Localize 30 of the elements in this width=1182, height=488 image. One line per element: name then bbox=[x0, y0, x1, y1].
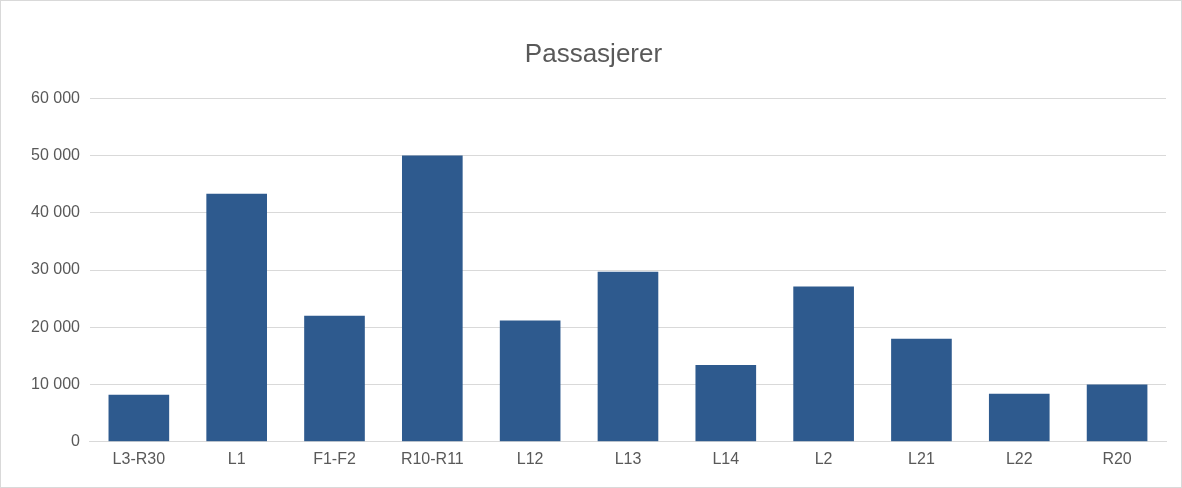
x-tick-label: L13 bbox=[614, 449, 642, 467]
bar bbox=[108, 394, 170, 442]
x-tick-label: L22 bbox=[1005, 449, 1033, 467]
x-tick-label: L3-R30 bbox=[112, 449, 166, 467]
y-tick-label: 20 000 bbox=[31, 317, 81, 335]
y-tick-label: 60 000 bbox=[31, 88, 81, 106]
bar bbox=[304, 315, 365, 442]
y-tick-label: 0 bbox=[71, 432, 81, 450]
bar bbox=[499, 320, 561, 442]
x-tick-label: L12 bbox=[516, 449, 544, 467]
x-tick-label: R10-R11 bbox=[400, 449, 464, 467]
bar bbox=[695, 365, 757, 442]
x-tick-label: L1 bbox=[227, 449, 246, 467]
y-tick-label: 10 000 bbox=[31, 374, 81, 392]
bar bbox=[891, 338, 952, 442]
x-tick-label: L14 bbox=[712, 449, 740, 467]
bar bbox=[793, 286, 854, 442]
y-tick-label: 50 000 bbox=[31, 145, 81, 163]
bar bbox=[597, 271, 659, 442]
chart-title: Passasjerer bbox=[524, 37, 663, 68]
x-tick-label: L2 bbox=[814, 449, 833, 467]
bar bbox=[988, 393, 1050, 442]
bar bbox=[206, 193, 267, 442]
x-tick-label: L21 bbox=[908, 449, 935, 467]
y-tick-label: 40 000 bbox=[31, 203, 81, 221]
x-tick-label: R20 bbox=[1102, 449, 1132, 467]
bar bbox=[402, 155, 463, 442]
x-tick-label: F1-F2 bbox=[313, 449, 356, 467]
bar bbox=[1086, 384, 1148, 442]
y-tick-label: 30 000 bbox=[31, 260, 81, 278]
